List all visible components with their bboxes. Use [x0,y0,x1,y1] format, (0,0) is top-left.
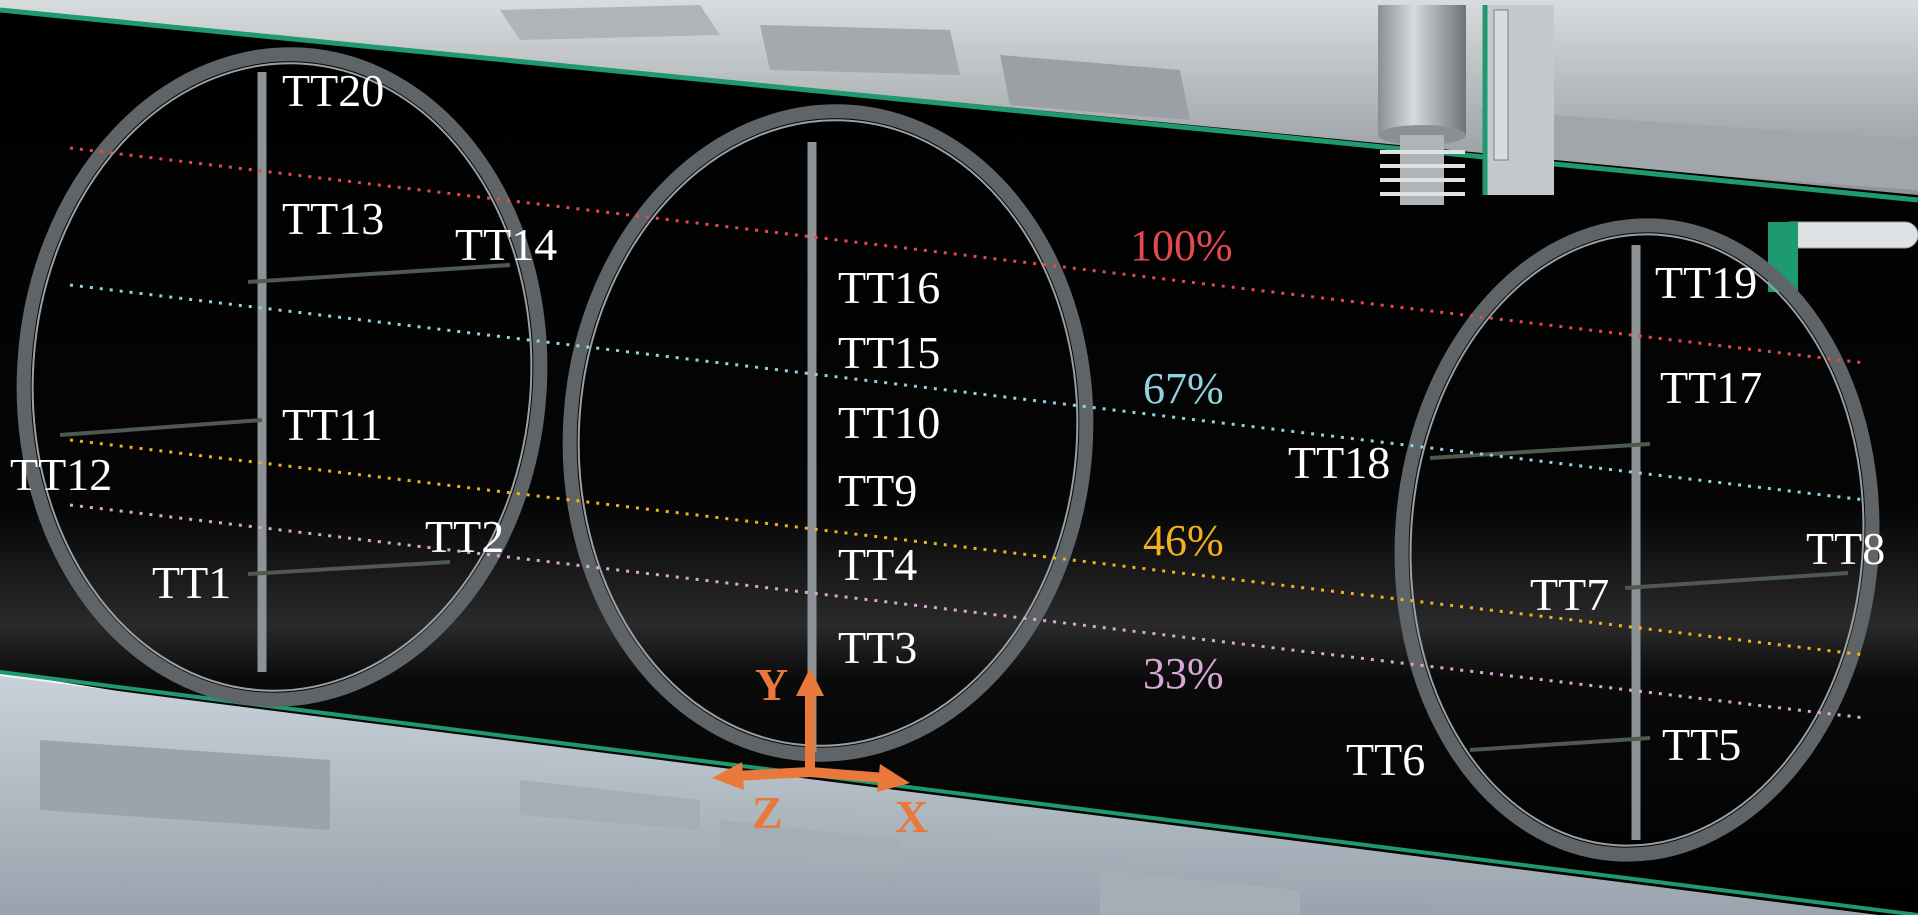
ring-right [1394,218,1880,862]
fill-line-33 [69,503,1866,720]
axis-label-z: Z [752,787,783,838]
coordinate-axes: Y Z X [712,659,928,842]
sensor-labels: TT20 TT13 TT14 TT11 TT12 TT2 TT1 TT16 TT… [10,65,1885,785]
fill-label-33: 33% [1143,649,1224,698]
top-seam [0,7,1918,203]
sensor-tt2: TT2 [425,511,504,562]
bottom-seam [0,670,1918,915]
fill-level-labels: 100% 67% 46% 33% [1130,221,1233,698]
sensor-tt16: TT16 [838,262,940,313]
sensor-tt6: TT6 [1346,734,1425,785]
fill-level-lines [69,146,1866,720]
sensor-tt8: TT8 [1806,523,1885,574]
sensor-tt4: TT4 [838,539,917,590]
axis-label-y: Y [755,659,788,710]
fill-label-46: 46% [1143,516,1224,565]
sensor-tt3: TT3 [838,622,917,673]
sensor-tt7: TT7 [1530,569,1609,620]
fill-line-67 [69,283,1866,502]
lower-structure [0,676,1918,915]
fill-label-100: 100% [1130,221,1233,270]
sensor-tt19: TT19 [1655,257,1757,308]
sensor-tt20: TT20 [282,65,384,116]
sensor-tt5: TT5 [1662,719,1741,770]
sensor-tt12: TT12 [10,449,112,500]
sensor-tt13: TT13 [282,193,384,244]
tank-interior [0,10,1918,915]
sensor-tt14: TT14 [455,219,557,270]
sensor-tt9: TT9 [838,465,917,516]
sensor-tt10: TT10 [838,397,940,448]
sensor-tt18: TT18 [1288,437,1390,488]
vertical-pipe [1378,5,1554,205]
sensor-tt11: TT11 [282,399,383,450]
sensor-tt1: TT1 [152,557,231,608]
fill-label-67: 67% [1143,364,1224,413]
ring-left [16,47,548,707]
sensor-tt17: TT17 [1660,362,1762,413]
fill-line-46 [69,438,1866,657]
axis-label-x: X [895,791,928,842]
sensor-tt15: TT15 [838,327,940,378]
fill-line-100 [69,146,1866,365]
